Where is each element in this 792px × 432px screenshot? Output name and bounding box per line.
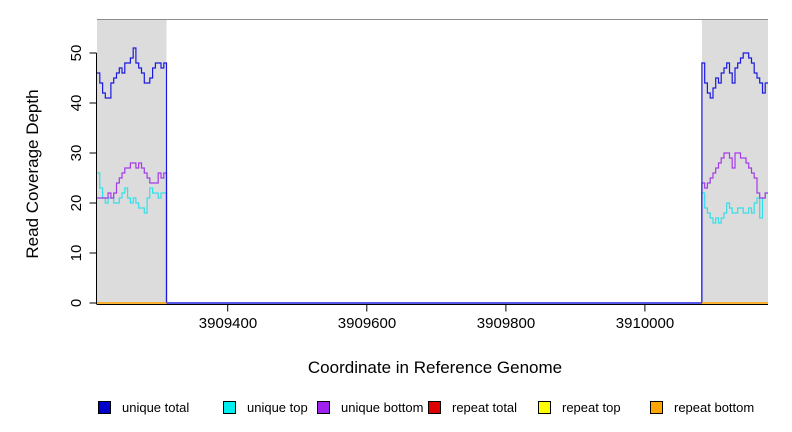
legend-item-unique-bottom: unique bottom bbox=[317, 400, 423, 415]
legend-item-unique-total: unique total bbox=[98, 400, 189, 415]
series-unique-total bbox=[97, 47, 768, 304]
series-unique-bottom bbox=[97, 152, 768, 304]
y-axis-title: Read Coverage Depth bbox=[23, 89, 42, 259]
legend-label: unique top bbox=[247, 400, 308, 415]
legend-item-repeat-top: repeat top bbox=[538, 400, 621, 415]
unique-total-swatch-icon bbox=[98, 401, 111, 414]
legend-label: unique total bbox=[122, 400, 190, 415]
y-tick-label: 0 bbox=[68, 298, 85, 308]
repeat-bottom-swatch-icon bbox=[650, 401, 663, 414]
legend-item-unique-top: unique top bbox=[223, 400, 308, 415]
x-tick-label: 3909600 bbox=[337, 315, 397, 332]
legend-item-repeat-total: repeat total bbox=[428, 400, 517, 415]
unique-top-swatch-icon bbox=[223, 401, 236, 414]
x-tick-label: 3910000 bbox=[615, 315, 675, 332]
unique-bottom-swatch-icon bbox=[317, 401, 330, 414]
x-axis-title: Coordinate in Reference Genome bbox=[307, 358, 563, 377]
y-tick-label: 30 bbox=[68, 144, 85, 162]
series-unique-top bbox=[97, 172, 768, 304]
repeat-total-swatch-icon bbox=[428, 401, 441, 414]
legend-item-repeat-bottom: repeat bottom bbox=[650, 400, 754, 415]
legend-label: unique bottom bbox=[341, 400, 424, 415]
y-tick-label: 10 bbox=[68, 244, 85, 262]
y-tick-label: 20 bbox=[68, 194, 85, 212]
legend-label: repeat bottom bbox=[674, 400, 755, 415]
legend-label: repeat top bbox=[562, 400, 621, 415]
x-tick-label: 3909400 bbox=[198, 315, 258, 332]
y-tick-label: 40 bbox=[68, 94, 85, 112]
x-tick-label: 3909800 bbox=[476, 315, 536, 332]
legend-label: repeat total bbox=[452, 400, 518, 415]
repeat-top-swatch-icon bbox=[538, 401, 551, 414]
y-tick-label: 50 bbox=[68, 44, 85, 62]
